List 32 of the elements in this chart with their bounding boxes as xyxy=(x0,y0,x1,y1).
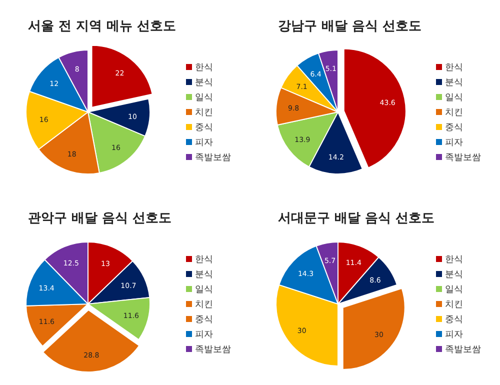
legend-label: 중식 xyxy=(195,315,213,325)
chart-title: 관악구 배달 음식 선호도 xyxy=(28,211,172,226)
legend-label: 치킨 xyxy=(195,300,213,310)
legend-label: 분식 xyxy=(195,78,213,88)
legend-label: 분식 xyxy=(445,270,463,280)
legend-label: 족발보쌈 xyxy=(195,345,231,355)
chart-title: 강남구 배달 음식 선호도 xyxy=(278,19,422,34)
legend-label: 중식 xyxy=(445,315,463,325)
legend-label: 치킨 xyxy=(195,108,213,118)
legend-label: 치킨 xyxy=(445,108,463,118)
legend-label: 분식 xyxy=(445,78,463,88)
legend-label: 피자 xyxy=(195,138,213,148)
legend-label: 일식 xyxy=(445,285,463,295)
legend-label: 족발보쌈 xyxy=(445,153,481,163)
chart-title: 서울 전 지역 메뉴 선호도 xyxy=(28,19,176,34)
legend-label: 중식 xyxy=(445,123,463,133)
legend-label: 한식 xyxy=(445,255,463,265)
legend-label: 한식 xyxy=(195,63,213,73)
legend-label: 중식 xyxy=(195,123,213,133)
legend-label: 일식 xyxy=(195,285,213,295)
legend-label: 일식 xyxy=(195,93,213,103)
legend-label: 일식 xyxy=(445,93,463,103)
legend-label: 한식 xyxy=(445,63,463,73)
legend-label: 치킨 xyxy=(445,300,463,310)
legend-label: 피자 xyxy=(195,330,213,340)
legend-label: 한식 xyxy=(195,255,213,265)
legend-label: 족발보쌈 xyxy=(445,345,481,355)
legend-label: 피자 xyxy=(445,138,463,148)
chart-title: 서대문구 배달 음식 선호도 xyxy=(278,211,435,226)
legend-label: 피자 xyxy=(445,330,463,340)
legend-label: 분식 xyxy=(195,270,213,280)
legend-label: 족발보쌈 xyxy=(195,153,231,163)
